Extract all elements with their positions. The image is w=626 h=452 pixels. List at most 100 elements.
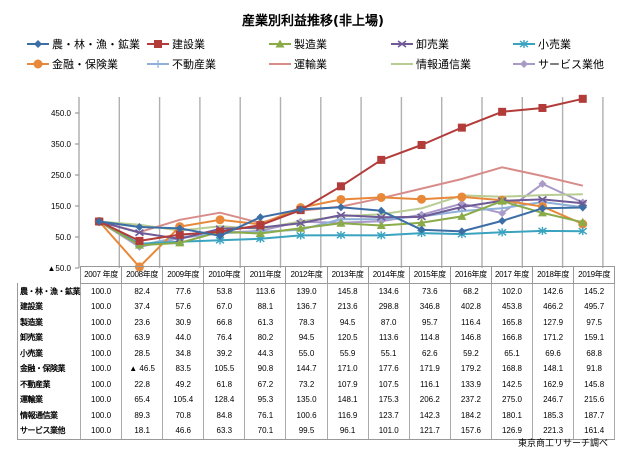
table-cell: 100.0 bbox=[79, 407, 123, 423]
table-cell: 133.9 bbox=[449, 376, 492, 392]
marker-x bbox=[457, 203, 467, 211]
legend-swatch-marker bbox=[34, 40, 42, 48]
table-cell: 18.1 bbox=[121, 423, 164, 440]
marker-diamond bbox=[34, 40, 42, 48]
legend-label: 建設業 bbox=[172, 38, 205, 51]
x-tick-label: 2013年度 bbox=[326, 266, 369, 284]
legend-item: 不動産業 bbox=[146, 56, 216, 72]
table-row: 情報通信業 100.0 89.3 70.8 84.8 76.1 100.6 116.9 123.… bbox=[17, 407, 616, 423]
table-cell: 90.8 bbox=[244, 361, 287, 377]
table-cell: 44.0 bbox=[162, 330, 205, 346]
table-cell: 105.4 bbox=[162, 392, 205, 408]
legend-swatch-icon bbox=[391, 63, 413, 65]
table-cell: 453.8 bbox=[490, 299, 534, 315]
marker-square bbox=[216, 227, 225, 236]
marker-diamond bbox=[417, 225, 426, 234]
table-cell: 95.7 bbox=[408, 314, 451, 330]
legend-swatch-marker bbox=[154, 60, 162, 68]
table-row: サービス業他 100.0 18.1 46.6 63.3 70.1 99.5 96.1 101.0… bbox=[17, 423, 616, 440]
table-cell: 148.1 bbox=[326, 392, 369, 408]
marker-triangle bbox=[457, 211, 467, 220]
table-cell: 116.4 bbox=[449, 314, 492, 330]
legend-swatch-icon bbox=[513, 40, 535, 48]
row-label: 農・林・漁・鉱業 bbox=[17, 283, 81, 299]
y-tick-label: 150.0 bbox=[51, 202, 72, 211]
table-cell: 55.0 bbox=[285, 345, 328, 361]
marker-triangle bbox=[537, 208, 547, 217]
table-cell: 187.7 bbox=[573, 407, 616, 423]
table-cell: 184.2 bbox=[449, 407, 492, 423]
table-cell: 66.8 bbox=[203, 314, 246, 330]
marker-circle bbox=[33, 59, 43, 69]
table-cell: 168.8 bbox=[490, 361, 534, 377]
marker-plus bbox=[154, 60, 162, 68]
marker-triangle bbox=[497, 196, 507, 205]
table-cell: 179.2 bbox=[449, 361, 492, 377]
table-cell: 128.4 bbox=[203, 392, 246, 408]
table-cell: 100.0 bbox=[79, 299, 123, 315]
row-label: サービス業他 bbox=[17, 423, 81, 440]
marker-x bbox=[296, 219, 306, 227]
row-label: 情報通信業 bbox=[17, 407, 81, 423]
table-cell: 136.7 bbox=[285, 299, 328, 315]
marker-diamond bbox=[538, 179, 547, 188]
table-cell: 145.2 bbox=[573, 283, 616, 299]
table-cell: 69.6 bbox=[532, 345, 575, 361]
table-cell: 100.0 bbox=[79, 283, 123, 299]
marker-diamond bbox=[296, 205, 305, 214]
marker-diamond bbox=[216, 231, 225, 240]
legend-item: 卸売業 bbox=[390, 36, 449, 52]
legend-item: 建設業 bbox=[146, 36, 205, 52]
marker-x bbox=[417, 213, 427, 221]
table-cell: 113.6 bbox=[244, 283, 287, 299]
table-cell: 83.5 bbox=[162, 361, 205, 377]
table-row: 製造業 100.0 23.6 30.9 66.8 61.3 78.3 94.5 87.0 95.7… bbox=[17, 314, 616, 330]
table-cell: 68.2 bbox=[449, 283, 492, 299]
table-cell: 114.8 bbox=[408, 330, 451, 346]
table-cell: 61.3 bbox=[244, 314, 287, 330]
marker-triangle bbox=[175, 238, 185, 247]
row-label: 建設業 bbox=[17, 299, 81, 315]
table-cell: 495.7 bbox=[573, 299, 616, 315]
x-tick-label: 2016年度 bbox=[449, 266, 492, 284]
table-cell: 165.8 bbox=[490, 314, 534, 330]
table-cell: 275.0 bbox=[490, 392, 534, 408]
marker-triangle bbox=[296, 223, 306, 232]
table-cell: 88.1 bbox=[244, 299, 287, 315]
table-cell: 97.5 bbox=[573, 314, 616, 330]
table-cell: 28.5 bbox=[121, 345, 164, 361]
table-cell: 37.4 bbox=[121, 299, 164, 315]
data-table: 2007 年度 2008年度 2009年度 2010年度 2011年度 2012年度 201… bbox=[17, 266, 616, 440]
table-cell: 180.1 bbox=[490, 407, 534, 423]
table-cell: 76.4 bbox=[203, 330, 246, 346]
row-label: 不動産業 bbox=[17, 376, 81, 392]
table-cell: 96.1 bbox=[326, 423, 369, 440]
table-cell: 100.0 bbox=[79, 376, 123, 392]
marker-x bbox=[336, 211, 346, 219]
marker-circle bbox=[336, 194, 346, 204]
row-label: 卸売業 bbox=[17, 330, 81, 346]
table-cell: 206.2 bbox=[408, 392, 451, 408]
table-cell: 145.8 bbox=[326, 283, 369, 299]
marker-triangle bbox=[255, 228, 265, 237]
table-cell: 120.5 bbox=[326, 330, 369, 346]
x-tick-label: 2009年度 bbox=[162, 266, 205, 284]
x-tick-label: 2008年度 bbox=[121, 266, 164, 284]
marker-square bbox=[498, 107, 507, 116]
table-cell: 67.0 bbox=[203, 299, 246, 315]
chart-title: 産業別利益推移(非上場) bbox=[242, 14, 384, 29]
marker-diamond bbox=[135, 222, 144, 231]
table-cell: 116.1 bbox=[408, 376, 451, 392]
legend-item: 製造業 bbox=[268, 36, 327, 52]
marker-circle bbox=[376, 192, 386, 202]
x-tick-label: 2010年度 bbox=[203, 266, 246, 284]
table-cell: 99.5 bbox=[285, 423, 328, 440]
legend-label: 運輸業 bbox=[294, 58, 327, 71]
table-cell: 102.0 bbox=[490, 283, 534, 299]
legend-label: 情報通信業 bbox=[416, 58, 471, 71]
table-cell: 65.4 bbox=[121, 392, 164, 408]
table-cell: 65.1 bbox=[490, 345, 534, 361]
table-cell: 298.8 bbox=[367, 299, 410, 315]
table-row: 小売業 100.0 28.5 34.8 39.2 44.3 55.0 55.9 55.1 62.6… bbox=[17, 345, 616, 361]
marker-triangle bbox=[275, 39, 285, 48]
